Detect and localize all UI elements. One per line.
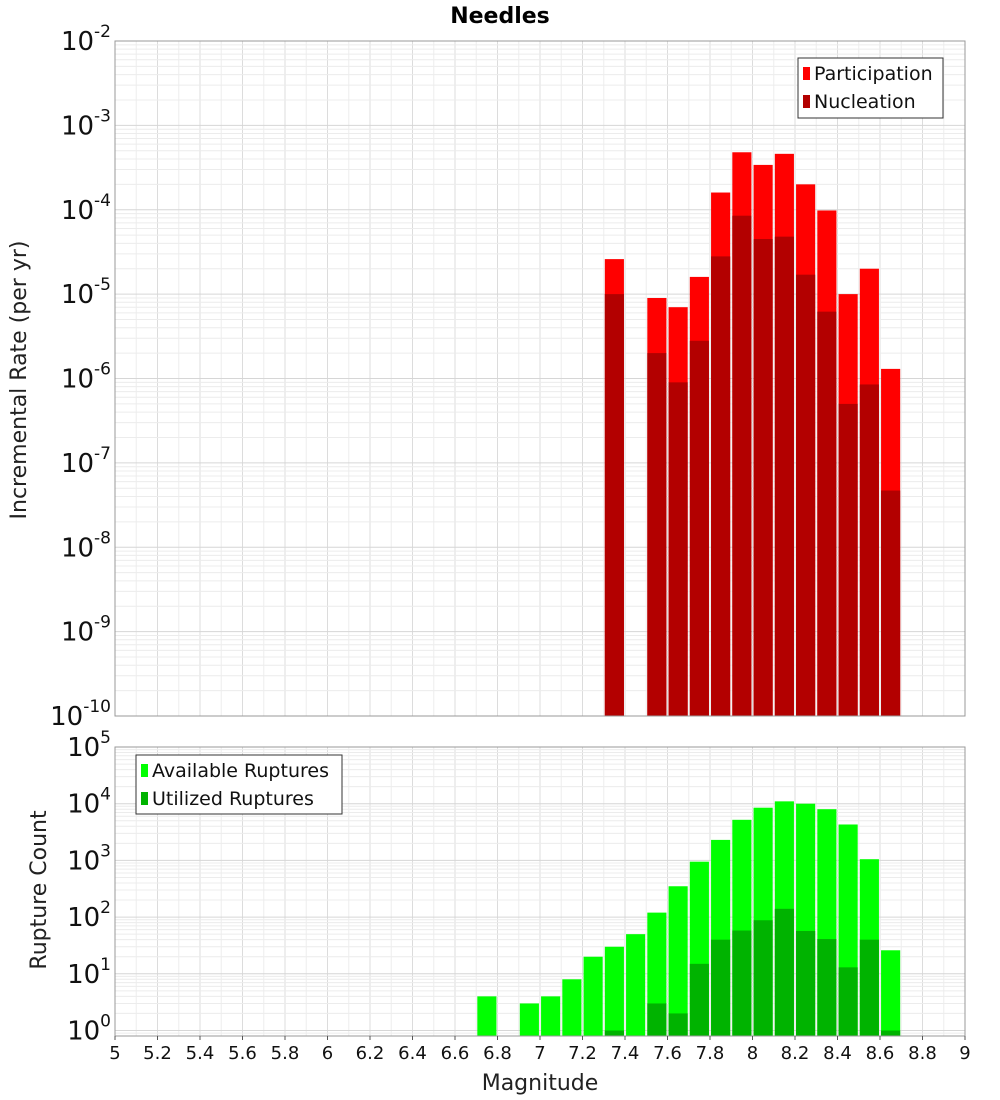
bar-secondary <box>732 930 752 1036</box>
x-tick-label: 5.4 <box>186 1043 215 1064</box>
legend: Available Ruptures Utilized Ruptures <box>135 754 343 815</box>
bar-secondary <box>753 239 773 716</box>
bar-secondary <box>796 274 816 716</box>
bar-secondary <box>732 215 752 717</box>
bar-secondary <box>838 403 858 716</box>
bar-primary <box>562 979 582 1036</box>
y-tick-label: 10-9 <box>61 613 111 648</box>
x-tick-label: 6.6 <box>441 1043 470 1064</box>
x-tick-label: 8.4 <box>823 1043 852 1064</box>
x-tick-label: 5.2 <box>143 1043 172 1064</box>
bar-secondary <box>668 1013 688 1036</box>
bar-secondary <box>689 340 709 716</box>
x-tick-label: 8.6 <box>866 1043 895 1064</box>
x-axis-label: Magnitude <box>482 1071 599 1096</box>
legend-label: Nucleation <box>814 91 916 113</box>
bar-secondary <box>817 311 837 716</box>
legend-swatch <box>803 95 810 108</box>
y-tick-label: 104 <box>67 785 111 820</box>
bar-secondary <box>647 1003 667 1036</box>
y-tick-label: 10-5 <box>61 275 111 310</box>
bar-secondary <box>711 256 731 716</box>
x-tick-label: 5.8 <box>271 1043 300 1064</box>
bar-secondary <box>689 963 709 1036</box>
bar-secondary <box>668 382 688 716</box>
bar-secondary <box>647 353 667 716</box>
y-tick-label: 102 <box>67 898 111 933</box>
y-tick-label: 103 <box>67 841 111 876</box>
bar-secondary <box>859 939 879 1036</box>
legend-swatch <box>141 792 148 805</box>
bar-secondary <box>817 939 837 1036</box>
y-tick-label: 10-7 <box>61 444 111 479</box>
x-tick-label: 6 <box>322 1043 333 1064</box>
y-tick-label: 10-3 <box>61 106 111 141</box>
bar-secondary <box>859 384 879 716</box>
x-tick-label: 8.2 <box>781 1043 810 1064</box>
bar-secondary <box>604 294 624 716</box>
legend-label: Utilized Ruptures <box>152 788 314 810</box>
x-tick-label: 6.8 <box>483 1043 512 1064</box>
legend-swatch <box>141 764 148 777</box>
bar-primary <box>604 946 624 1036</box>
legend: Participation Nucleation <box>797 57 944 119</box>
top-y-axis-label: Incremental Rate (per yr) <box>7 241 32 520</box>
legend-box <box>797 57 944 119</box>
y-tick-label: 10-4 <box>61 191 111 226</box>
bar-secondary <box>796 930 816 1036</box>
y-tick-label: 101 <box>67 955 111 990</box>
x-tick-label: 5.6 <box>228 1043 257 1064</box>
bar-primary <box>541 996 561 1036</box>
x-tick-label: 6.4 <box>398 1043 427 1064</box>
x-tick-label: 7.8 <box>696 1043 725 1064</box>
y-tick-label: 10-6 <box>61 360 111 395</box>
x-tick-label: 9 <box>959 1043 970 1064</box>
chart-title: Needles <box>450 4 550 29</box>
bar-secondary <box>604 1030 624 1036</box>
x-tick-label: 7.6 <box>653 1043 682 1064</box>
bar-secondary <box>774 908 794 1036</box>
bar-primary <box>626 934 646 1036</box>
bar-secondary <box>711 939 731 1036</box>
bottom-y-axis-label: Rupture Count <box>27 810 52 970</box>
x-tick-label: 7.4 <box>611 1043 640 1064</box>
bar-primary <box>881 950 901 1036</box>
x-tick-label: 6.2 <box>356 1043 385 1064</box>
bar-secondary <box>881 490 901 716</box>
bar-secondary <box>774 236 794 716</box>
y-tick-label: 100 <box>67 1012 111 1047</box>
legend-label: Available Ruptures <box>152 760 329 782</box>
bar-primary <box>519 1003 539 1036</box>
legend-swatch <box>803 67 810 80</box>
bar-primary <box>583 956 603 1036</box>
y-tick-label: 10-8 <box>61 528 111 563</box>
bar-secondary <box>838 967 858 1036</box>
legend-label: Participation <box>814 63 933 85</box>
legend-box <box>135 754 343 815</box>
x-tick-label: 8 <box>747 1043 758 1064</box>
bar-primary <box>668 886 688 1036</box>
plot-frame <box>114 40 966 717</box>
rate-plot: 10-2 10-3 10-4 10-5 10-6 10-7 10-8 10-9 10-10 Par… <box>50 22 966 732</box>
x-tick-label: 5 <box>109 1043 120 1064</box>
bar-secondary <box>753 920 773 1036</box>
y-tick-label: 10-2 <box>61 22 111 57</box>
y-tick-label: 105 <box>67 728 111 763</box>
bar-secondary <box>881 1030 901 1036</box>
y-tick-label: 10-10 <box>50 697 111 732</box>
x-tick-label: 8.8 <box>908 1043 937 1064</box>
x-tick-label: 7 <box>534 1043 545 1064</box>
bar-primary <box>477 996 497 1036</box>
x-tick-label: 7.2 <box>568 1043 597 1064</box>
